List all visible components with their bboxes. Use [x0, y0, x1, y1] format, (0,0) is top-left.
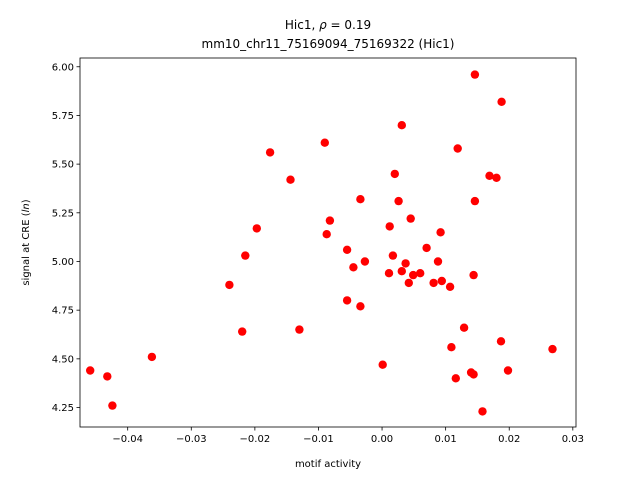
- data-point-27: [397, 267, 406, 276]
- y-tick-label: 4.25: [52, 403, 74, 414]
- x-tick-label: 0.03: [562, 434, 584, 445]
- data-point-22: [385, 222, 394, 231]
- data-point-30: [406, 214, 415, 223]
- data-point-20: [378, 360, 387, 369]
- data-point-29: [404, 278, 413, 288]
- data-point-35: [433, 257, 443, 266]
- data-point-41: [453, 144, 462, 153]
- data-point-4: [225, 280, 234, 290]
- data-point-38: [445, 282, 455, 291]
- y-tick-label: 4.50: [52, 354, 74, 365]
- data-point-33: [422, 243, 431, 253]
- x-axis-ticks: −0.04 −0.03 −0.02 −0.01 0.00 0.01 0.02 0.03: [112, 427, 584, 445]
- x-axis-label: motif activity: [295, 459, 361, 470]
- data-point-12: [322, 230, 331, 239]
- data-point-36: [436, 228, 445, 237]
- data-point-3: [147, 352, 157, 362]
- data-point-9: [286, 175, 295, 184]
- data-point-21: [384, 269, 394, 278]
- data-point-1: [103, 372, 112, 381]
- x-tick-label: 0.02: [498, 434, 520, 445]
- y-tick-label: 5.75: [52, 111, 74, 122]
- plot-area-frame: [79, 57, 577, 428]
- y-tick-label: 5.00: [52, 257, 74, 268]
- data-point-53: [503, 366, 513, 375]
- data-point-49: [485, 171, 494, 180]
- data-point-10: [295, 325, 304, 334]
- data-point-39: [447, 343, 456, 352]
- data-point-18: [356, 302, 365, 311]
- data-point-40: [451, 374, 460, 383]
- data-point-48: [478, 407, 487, 416]
- data-point-54: [548, 344, 557, 354]
- data-point-11: [320, 138, 329, 147]
- x-tick-label: 0.00: [371, 434, 393, 445]
- data-point-51: [496, 337, 506, 346]
- y-tick-label: 6.00: [52, 62, 74, 73]
- data-point-52: [497, 97, 506, 107]
- data-point-42: [459, 323, 469, 332]
- data-point-32: [416, 269, 425, 278]
- data-point-37: [437, 276, 446, 286]
- data-point-14: [342, 245, 352, 254]
- data-point-44: [469, 370, 478, 379]
- data-point-23: [388, 251, 398, 260]
- data-point-8: [265, 148, 275, 157]
- chart-title-line2: mm10_chr11_75169094_75169322 (Hic1): [202, 37, 455, 51]
- data-point-28: [401, 259, 410, 268]
- y-axis-label: signal at CRE (ln): [21, 199, 32, 285]
- data-point-2: [108, 401, 117, 410]
- x-tick-label: 0.01: [435, 434, 457, 445]
- y-axis-ticks: 4.25 4.50 4.75 5.00 5.25 5.50 5.75 6.00: [52, 62, 80, 414]
- data-point-24: [390, 169, 399, 179]
- data-point-50: [492, 173, 501, 182]
- x-tick-label: −0.04: [112, 434, 143, 445]
- data-point-25: [394, 196, 403, 206]
- data-point-16: [349, 263, 358, 272]
- chart-title-line1: Hic1, ρ = 0.19: [285, 18, 371, 32]
- x-tick-label: −0.03: [176, 434, 207, 445]
- data-point-34: [429, 278, 438, 288]
- y-tick-label: 5.25: [52, 208, 74, 219]
- data-point-46: [470, 196, 480, 206]
- data-point-26: [397, 121, 406, 130]
- data-point-17: [356, 195, 365, 204]
- data-point-19: [360, 257, 370, 266]
- data-point-6: [241, 251, 250, 260]
- x-tick-label: −0.01: [303, 434, 334, 445]
- data-point-0: [86, 366, 95, 375]
- data-point-7: [252, 224, 261, 233]
- data-point-13: [325, 216, 335, 225]
- scatter-points: [86, 70, 557, 416]
- data-point-31: [409, 270, 418, 280]
- data-point-15: [342, 296, 352, 305]
- data-point-5: [238, 327, 247, 336]
- y-tick-label: 5.50: [52, 160, 74, 171]
- x-tick-label: −0.02: [240, 434, 271, 445]
- data-point-45: [469, 270, 478, 280]
- y-tick-label: 4.75: [52, 306, 74, 317]
- data-point-47: [470, 70, 480, 79]
